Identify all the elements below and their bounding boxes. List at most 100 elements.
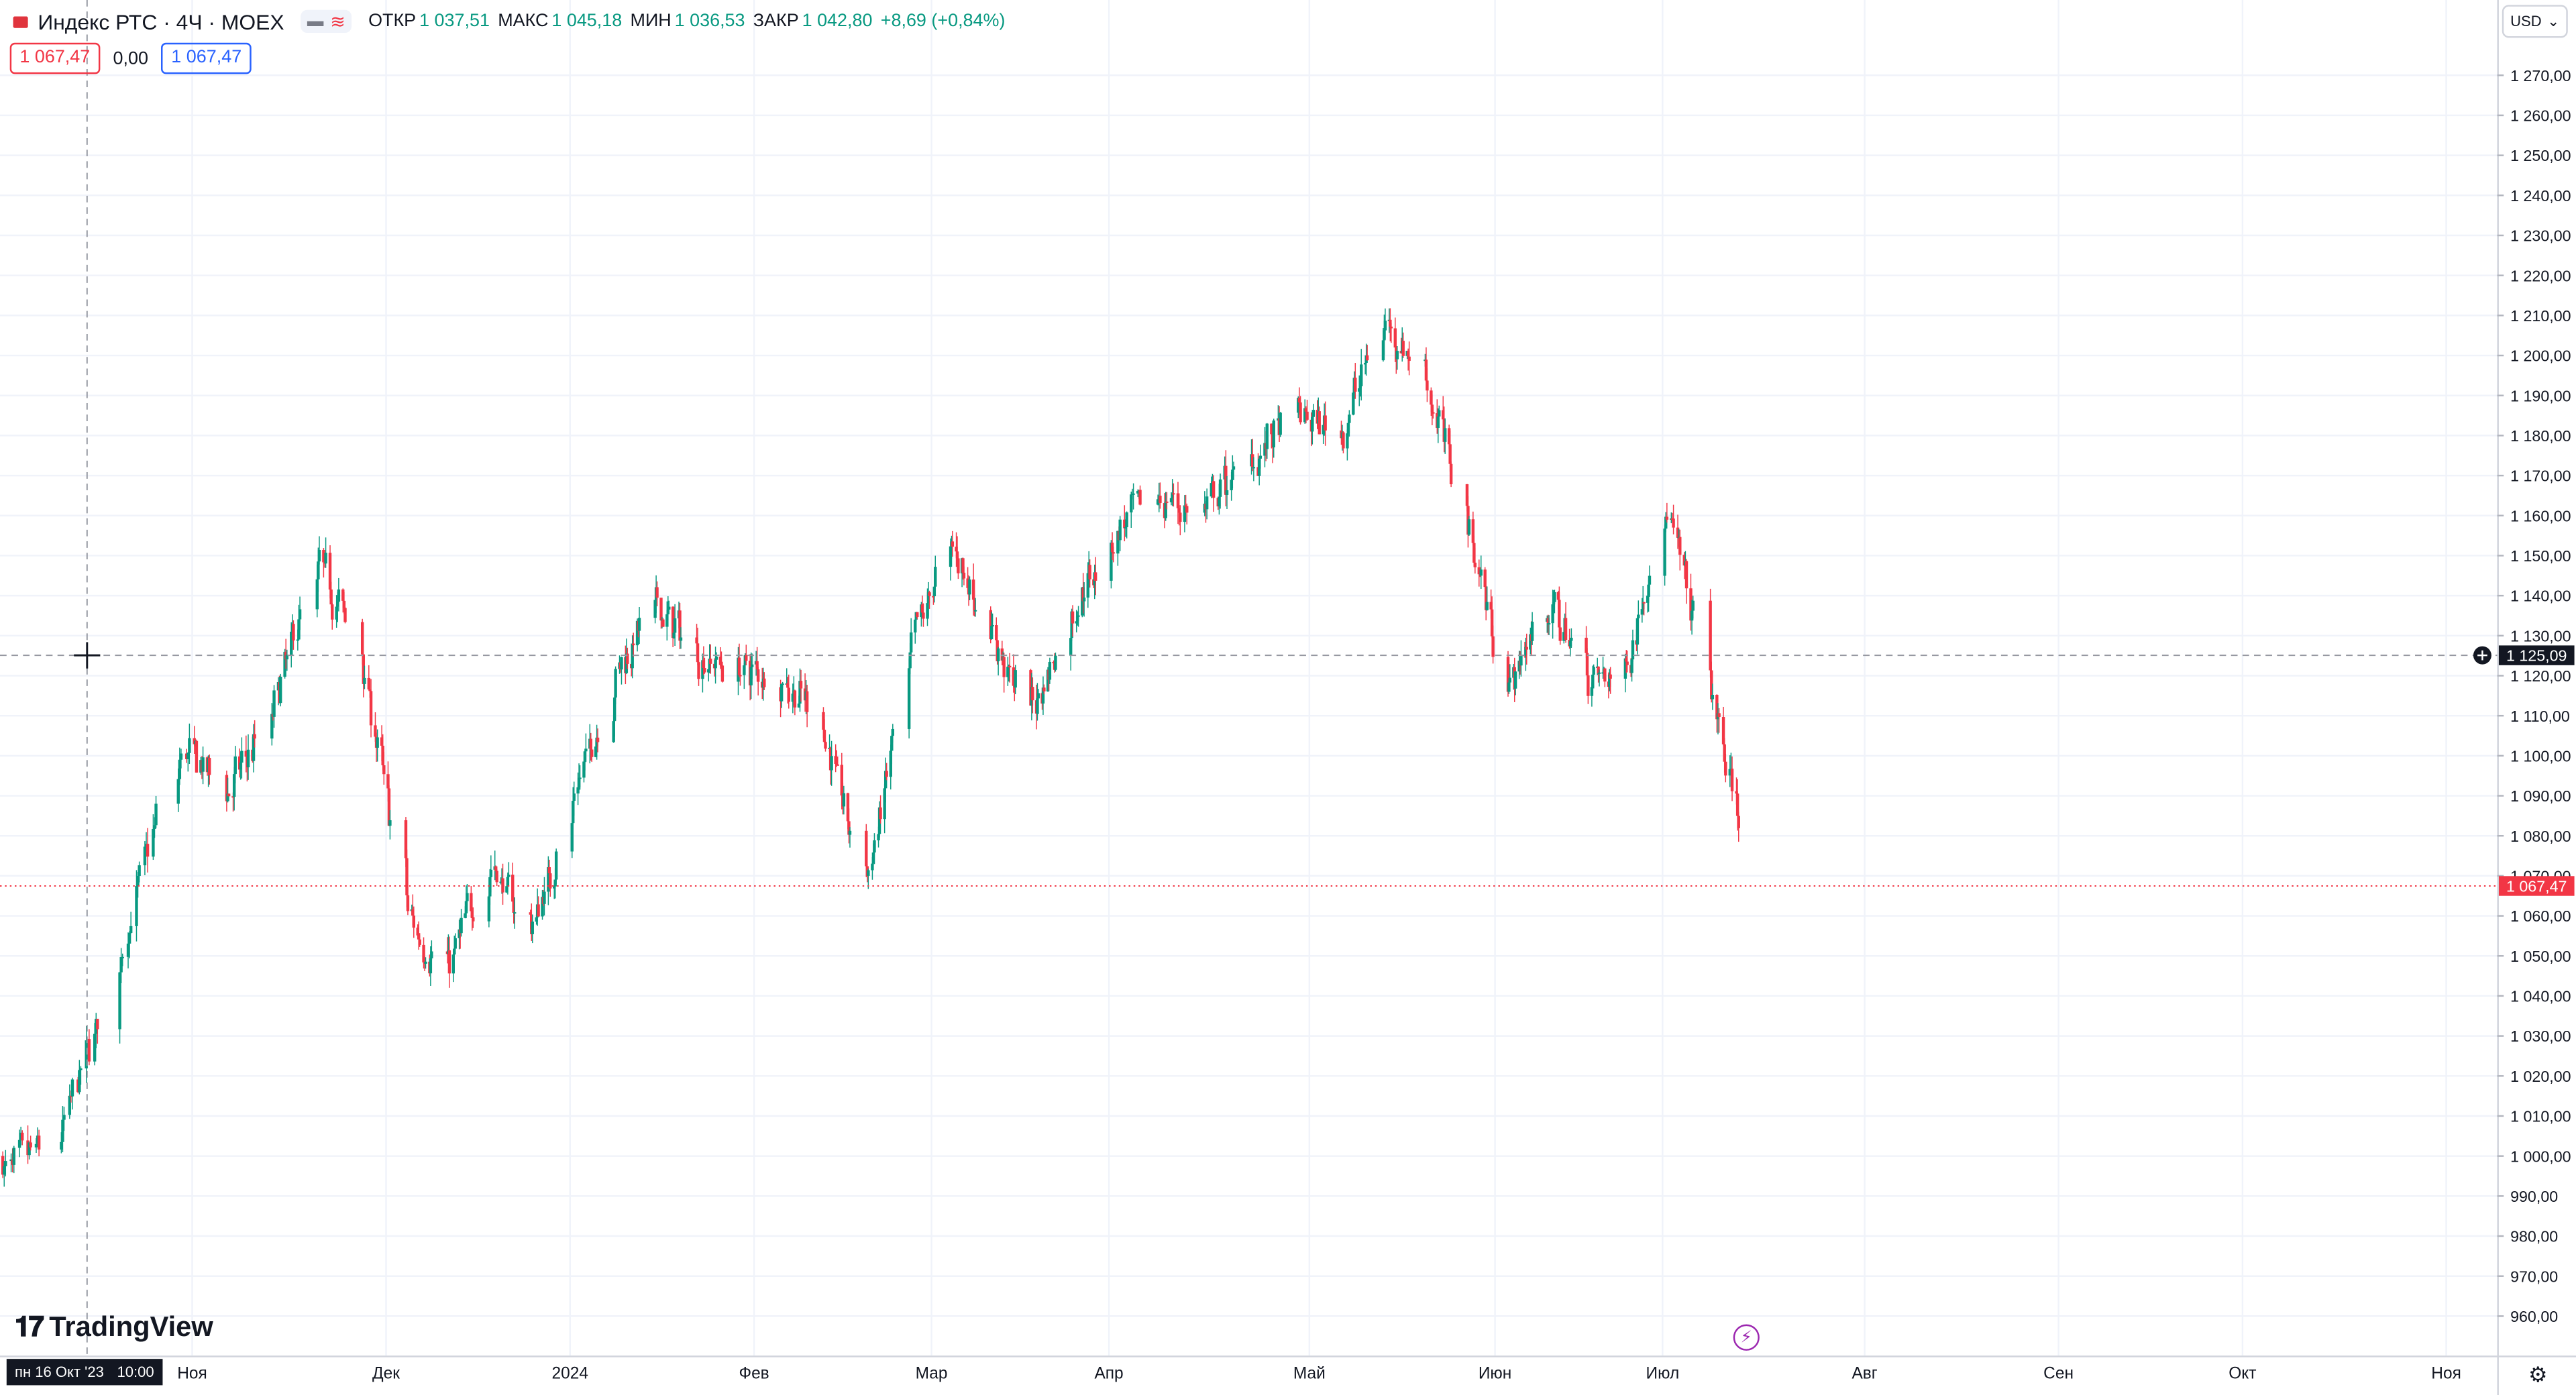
price-tick-label: 1 150,00 [2510,547,2571,565]
candle-body [949,546,953,567]
sell-button[interactable]: 1 067,47 [9,42,100,74]
candle-body [270,714,274,739]
candle-body [1348,414,1351,423]
candle-body [582,761,586,778]
candle-body [466,893,469,901]
candle-body [908,652,912,669]
candle-body [1205,496,1209,510]
candle-body [418,939,421,945]
lightning-icon[interactable]: ⚡ [1733,1324,1760,1351]
candle-body [388,820,392,826]
candle-body [1597,666,1600,674]
price-tick-label: 990,00 [2510,1188,2558,1205]
candle-body [1684,561,1688,589]
chart-legend: Индекс РТС · 4Ч · MOEX ▬ ≋ ОТКР 1 037,51… [13,7,1005,36]
candle-body [60,1141,63,1150]
candle-body [239,763,242,770]
candle-body [1136,490,1140,494]
candle-body [118,972,121,1029]
candle-body [708,659,711,669]
candle-body [1717,713,1721,718]
candle-body [755,661,759,670]
symbol-title[interactable]: Индекс РТС · 4Ч · MOEX [38,9,284,34]
candle-body [871,863,874,871]
candle-body [554,851,558,880]
candle-body [505,886,508,893]
candle-body [341,589,345,601]
gear-icon[interactable]: ⚙ [2528,1362,2548,1387]
candle-body [1484,587,1488,610]
candle-body [1036,693,1040,699]
legend-toggle-button[interactable]: ▬ ≋ [301,9,352,34]
time-tick-label: 2024 [552,1365,588,1383]
candle-body [513,912,517,914]
candle-body [1508,677,1511,683]
candle-body [626,653,629,664]
candle-body [1,1156,5,1175]
price-tick-label: 1 130,00 [2510,627,2571,645]
currency-select[interactable]: USD ⌄ [2502,5,2568,38]
candle-body [934,567,937,587]
candle-body [154,803,158,826]
candle-body [1324,415,1327,431]
candle-body [1008,665,1012,668]
candle-body [12,1148,15,1165]
candle-body [1479,569,1483,576]
candle-body [362,654,366,684]
candle-body [1110,543,1113,581]
candle-body [1642,602,1646,604]
candle-body [1430,390,1433,405]
candle-body [661,619,665,627]
candle-body [363,677,366,684]
candle-body [1002,657,1006,677]
candle-body [1272,421,1275,448]
candle-body [793,690,797,708]
candle-body [411,909,415,916]
candle-body [547,867,550,892]
candle-body [531,922,534,934]
wave-icon: ≋ [330,12,345,32]
candle-body [973,600,976,610]
last-price-label: 1 067,47 [2506,878,2567,895]
candle-body [1046,669,1050,691]
candle-body [961,558,965,573]
candle-body [1430,404,1434,412]
candle-body [1305,411,1309,420]
candle-body [1728,769,1732,776]
candle-body [1709,600,1712,671]
candle-body [673,618,677,633]
cursor-price-label: 1 125,09 [2506,647,2567,665]
candle-body [416,928,419,936]
candle-body [703,668,706,673]
candle-body [1585,653,1589,676]
candle-body [1311,410,1316,417]
candle-body [653,600,657,618]
time-tick-label: Июл [1646,1365,1680,1383]
candle-body [780,683,784,702]
candle-body [787,687,790,702]
cursor-date: пн 16 Окт '23 [15,1363,104,1381]
candle-body [240,750,244,763]
candle-body [367,677,371,689]
candle-body [1691,600,1695,611]
candle-body [285,655,289,660]
candle-body [583,751,587,762]
price-tick-label: 1 100,00 [2510,747,2571,765]
candle-body [1081,587,1085,602]
candle-body [272,690,276,717]
trade-row: 1 067,47 0,00 1 067,47 [9,42,252,74]
candle-body [1735,791,1738,794]
price-tick-label: 1 250,00 [2510,147,2571,164]
candle-body [1176,493,1180,508]
candle-body [1678,537,1682,555]
candle-body [1735,793,1739,816]
price-axis[interactable] [2497,0,2576,1395]
candle-body [791,693,795,702]
candle-body [244,750,248,757]
tradingview-logo[interactable]: 𝟏𝟕 TradingView [15,1311,213,1344]
buy-button[interactable]: 1 067,47 [161,42,252,74]
candle-body [1730,769,1734,791]
candle-body [763,678,766,687]
candle-body [404,820,408,858]
